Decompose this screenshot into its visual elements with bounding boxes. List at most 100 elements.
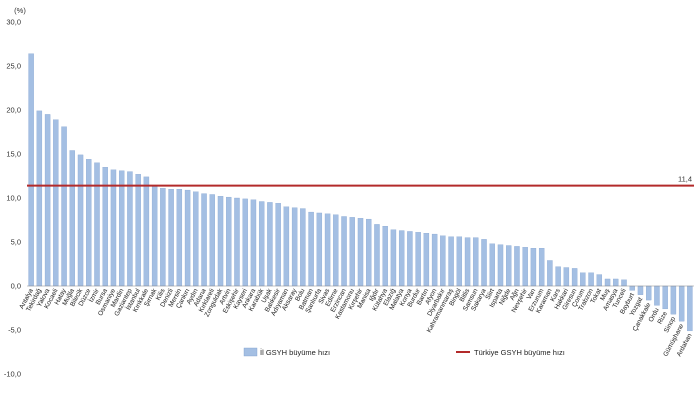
y-tick-label: 5,0 xyxy=(11,238,21,247)
bar xyxy=(209,194,215,287)
bar xyxy=(423,233,430,287)
bar xyxy=(514,246,520,287)
bar xyxy=(481,239,487,287)
bar xyxy=(629,285,635,291)
bar xyxy=(366,218,372,287)
bar xyxy=(77,154,84,287)
bar xyxy=(234,197,240,287)
bar xyxy=(127,171,133,287)
bar xyxy=(143,176,150,287)
legend-bar-swatch xyxy=(243,347,258,357)
bar xyxy=(118,170,125,287)
bar xyxy=(456,236,463,287)
bar xyxy=(390,229,397,287)
category-labels: AntalyaTekirdağYalovaKocaeliHatayMuğlaBi… xyxy=(18,286,693,358)
bar xyxy=(662,285,668,310)
bar xyxy=(522,247,528,287)
bar xyxy=(275,203,281,287)
bar xyxy=(563,267,570,287)
bar xyxy=(473,237,479,287)
bar xyxy=(349,217,355,287)
bar xyxy=(258,201,265,287)
y-tick-label: 10,0 xyxy=(6,194,21,203)
y-tick-label: 0,0 xyxy=(11,282,21,291)
bar xyxy=(151,186,158,287)
bar xyxy=(489,243,495,287)
category-label: Ağrı xyxy=(509,288,521,302)
bar xyxy=(28,53,34,287)
bar xyxy=(596,274,603,287)
bar xyxy=(604,278,611,287)
bar xyxy=(217,196,224,287)
bar xyxy=(530,248,537,287)
bar xyxy=(555,266,561,287)
bar xyxy=(580,272,586,287)
bar xyxy=(654,285,660,306)
bar xyxy=(415,232,421,287)
bar xyxy=(341,216,347,287)
bar xyxy=(201,193,207,287)
bar xyxy=(160,188,166,287)
bar xyxy=(316,212,323,287)
bar xyxy=(547,260,553,287)
bar xyxy=(440,235,446,287)
bars xyxy=(28,53,693,332)
bar xyxy=(86,159,92,287)
reference-value-label: 11,4 xyxy=(678,175,692,184)
category-label: Van xyxy=(526,287,538,301)
bar xyxy=(267,202,273,287)
y-tick-label: -5,0 xyxy=(8,326,21,335)
y-tick-label: 25,0 xyxy=(6,62,21,71)
bar xyxy=(398,230,405,287)
bar xyxy=(497,244,504,287)
bar xyxy=(588,272,594,287)
bar xyxy=(53,119,59,287)
legend-line-label: Türkiye GSYH büyüme hızı xyxy=(474,348,565,357)
y-tick-label: 30,0 xyxy=(6,18,21,27)
bar xyxy=(407,231,413,287)
bar xyxy=(308,211,314,287)
bar xyxy=(61,126,67,287)
bar xyxy=(670,285,677,315)
bar xyxy=(69,150,75,287)
bar xyxy=(506,245,512,287)
bar xyxy=(283,206,290,287)
bar xyxy=(36,110,43,287)
bar xyxy=(374,224,380,287)
y-axis-ticks: -10,0 -5,0 0,0 5,0 10,0 15,0 20,0 25,0 30,0 xyxy=(4,18,21,379)
bar xyxy=(168,189,174,287)
y-tick-label: 15,0 xyxy=(6,150,21,159)
bar xyxy=(431,233,438,287)
bar xyxy=(538,248,545,287)
bar xyxy=(135,174,141,287)
bar xyxy=(448,236,454,287)
bar xyxy=(637,285,644,295)
y-unit-label: (%) xyxy=(14,6,26,15)
y-tick-label: -10,0 xyxy=(4,370,21,379)
bar xyxy=(242,198,248,287)
bar xyxy=(193,191,199,287)
legend-bar-label: İl GSYH büyüme hızı xyxy=(260,348,330,357)
bar xyxy=(678,285,685,322)
bar xyxy=(291,207,298,287)
bar xyxy=(357,218,364,287)
bar xyxy=(250,199,257,287)
bar xyxy=(646,285,652,301)
legend: İl GSYH büyüme hızı Türkiye GSYH büyüme … xyxy=(243,347,565,357)
bar xyxy=(184,189,191,287)
y-tick-label: 20,0 xyxy=(6,106,21,115)
bar xyxy=(226,196,232,287)
bar xyxy=(44,114,51,287)
bar xyxy=(324,213,331,287)
bar xyxy=(464,237,471,287)
bar xyxy=(333,214,339,287)
bar xyxy=(94,162,100,287)
bar xyxy=(110,169,117,287)
bar xyxy=(687,285,693,332)
bar xyxy=(382,226,388,287)
category-label: Siirt xyxy=(485,288,497,301)
bar xyxy=(613,278,619,287)
bar xyxy=(571,268,578,287)
